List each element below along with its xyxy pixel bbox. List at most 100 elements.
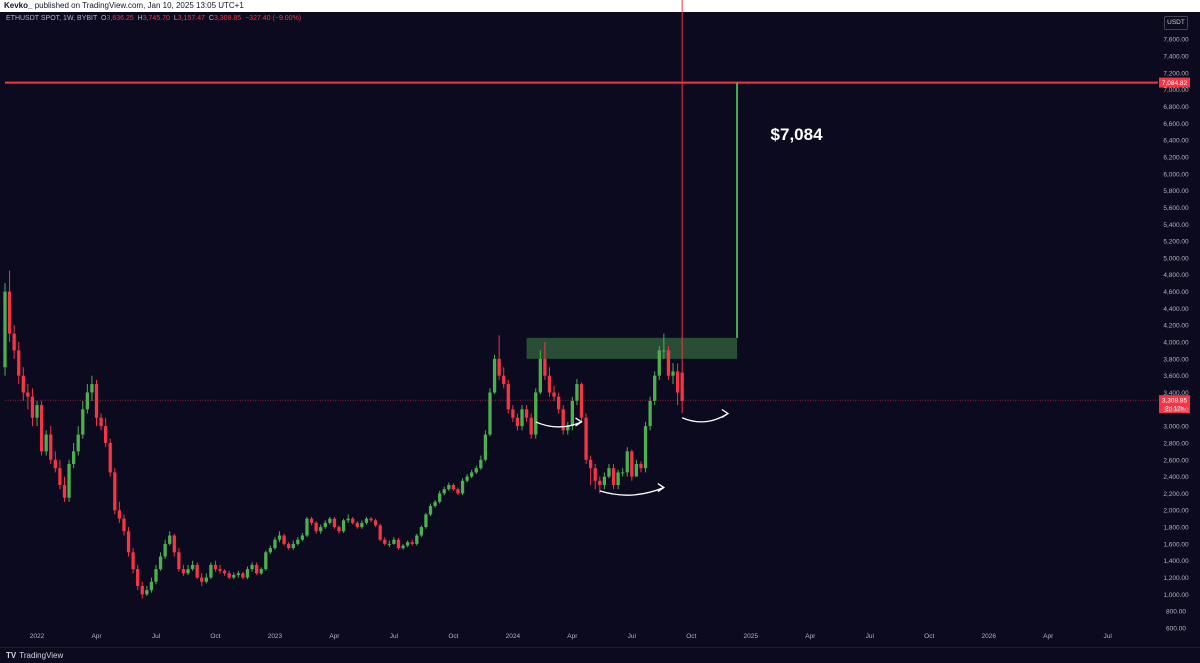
candle-body <box>547 375 552 393</box>
candle-body <box>387 543 391 545</box>
candle-body <box>534 392 538 435</box>
arrow-head <box>575 417 583 427</box>
candle-body <box>154 569 158 582</box>
candle-body <box>163 543 167 557</box>
candle-body <box>415 535 419 544</box>
curved-arrow <box>599 486 665 496</box>
candle-body <box>314 522 318 532</box>
candle-body <box>71 451 76 464</box>
candle-body <box>680 372 684 401</box>
candle-body <box>451 485 456 490</box>
y-tick-label: 2,600.00 <box>1163 457 1189 464</box>
candle-body <box>438 493 442 502</box>
candle-body <box>442 489 446 494</box>
candle-body <box>12 333 16 351</box>
open-label: O <box>101 15 107 22</box>
published-info: published on TradingView.com, Jan 10, 20… <box>34 1 244 10</box>
candle-body <box>108 442 112 473</box>
candle-body <box>213 564 218 570</box>
y-tick-label: 5,200.00 <box>1163 239 1189 246</box>
candle-body <box>117 510 122 519</box>
candle-body <box>538 358 542 393</box>
target-annotation: $7,084 <box>771 125 824 144</box>
open-value: 3,636.25 <box>106 15 134 22</box>
candle-body <box>7 291 12 334</box>
candles-layer <box>3 0 684 599</box>
candle-body <box>589 459 593 469</box>
candle-body <box>346 518 350 521</box>
x-tick-label: 2023 <box>268 633 283 640</box>
symbol-name[interactable]: ETHUSDT SPOT, 1W, BYBIT <box>6 15 98 22</box>
candle-body <box>570 400 574 427</box>
candle-body <box>300 535 305 540</box>
candle-body <box>598 480 602 486</box>
candle-body <box>76 434 80 452</box>
candle-body <box>488 392 492 435</box>
tv-logo-icon: TV <box>6 651 17 660</box>
candle-body <box>232 575 236 578</box>
candle-body <box>81 409 85 435</box>
low-label: L <box>173 15 178 22</box>
x-tick-label: Jul <box>866 633 875 640</box>
x-tick-label: Apr <box>567 633 578 640</box>
candle-body <box>122 518 126 532</box>
candle-body <box>172 535 176 553</box>
author-name[interactable]: Kevko_ <box>4 1 33 10</box>
y-tick-label: 6,800.00 <box>1163 104 1189 111</box>
candle-body <box>145 590 149 595</box>
x-tick-label: 2025 <box>744 633 759 640</box>
candle-body <box>575 384 579 401</box>
candle-body <box>470 472 474 477</box>
y-tick-label: 6,200.00 <box>1163 154 1189 161</box>
x-tick-label: Oct <box>210 633 220 640</box>
candle-body <box>250 564 254 570</box>
candle-body <box>625 451 629 473</box>
candle-body <box>373 520 378 526</box>
y-tick-label: 2,000.00 <box>1163 508 1189 515</box>
candle-body <box>392 539 396 544</box>
candle-body <box>104 426 108 443</box>
candle-body <box>460 480 465 494</box>
candle-body <box>639 463 643 469</box>
y-tick-label: 7,600.00 <box>1163 37 1189 44</box>
candle-body <box>58 468 62 486</box>
candle-body <box>222 570 227 574</box>
candle-body <box>524 409 529 418</box>
resistance-zone <box>526 337 738 359</box>
candle-body <box>190 564 195 570</box>
candle-body <box>186 569 190 574</box>
x-tick-label: Oct <box>686 633 696 640</box>
candle-body <box>90 384 94 393</box>
candle-body <box>611 468 616 486</box>
y-tick-label: 3,400.00 <box>1163 390 1189 397</box>
candle-body <box>561 409 565 431</box>
y-tick-label: 5,600.00 <box>1163 205 1189 212</box>
x-tick-label: 2026 <box>981 633 996 640</box>
candle-body <box>552 392 556 397</box>
candle-body <box>254 564 259 574</box>
y-tick-label: 3,600.00 <box>1163 373 1189 380</box>
target-price-label: 7,084.82 <box>1162 80 1188 87</box>
y-tick-label: 2,200.00 <box>1163 491 1189 498</box>
candle-body <box>296 539 300 544</box>
candle-body <box>305 518 309 536</box>
candle-body <box>355 522 359 528</box>
candle-body <box>126 531 131 553</box>
candle-body <box>309 518 314 523</box>
tradingview-logo[interactable]: TV TradingView <box>6 651 63 660</box>
candle-body <box>433 501 437 507</box>
candle-body <box>131 552 135 570</box>
candle-body <box>236 573 240 576</box>
candle-body <box>602 476 607 486</box>
candle-body <box>607 468 611 477</box>
candle-body <box>643 426 648 469</box>
overlay-layer: 7,084.82 3,308.85 2d 12h $7,084 <box>5 77 1190 496</box>
y-tick-label: 6,000.00 <box>1163 171 1189 178</box>
candle-body <box>616 472 620 486</box>
candle-body <box>447 485 451 490</box>
currency-button[interactable]: USDT <box>1164 16 1188 30</box>
x-tick-label: Jul <box>1104 633 1113 640</box>
countdown-label: 2d 12h <box>1165 407 1183 413</box>
high-label: H <box>137 15 143 22</box>
